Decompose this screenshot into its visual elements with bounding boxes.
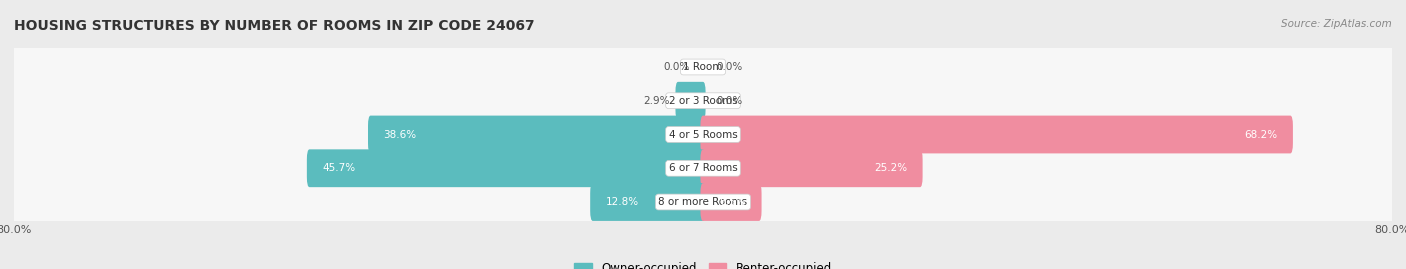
Text: 6.5%: 6.5%	[720, 197, 747, 207]
FancyBboxPatch shape	[307, 149, 706, 187]
Text: 25.2%: 25.2%	[875, 163, 907, 173]
Text: 6 or 7 Rooms: 6 or 7 Rooms	[669, 163, 737, 173]
FancyBboxPatch shape	[11, 142, 1395, 194]
FancyBboxPatch shape	[700, 183, 762, 221]
Legend: Owner-occupied, Renter-occupied: Owner-occupied, Renter-occupied	[569, 258, 837, 269]
Text: 0.0%: 0.0%	[664, 62, 690, 72]
Text: 4 or 5 Rooms: 4 or 5 Rooms	[669, 129, 737, 140]
FancyBboxPatch shape	[675, 82, 706, 120]
Text: Source: ZipAtlas.com: Source: ZipAtlas.com	[1281, 19, 1392, 29]
Text: HOUSING STRUCTURES BY NUMBER OF ROOMS IN ZIP CODE 24067: HOUSING STRUCTURES BY NUMBER OF ROOMS IN…	[14, 19, 534, 33]
Text: 8 or more Rooms: 8 or more Rooms	[658, 197, 748, 207]
Text: 0.0%: 0.0%	[716, 96, 742, 106]
FancyBboxPatch shape	[11, 108, 1395, 161]
Text: 45.7%: 45.7%	[322, 163, 356, 173]
FancyBboxPatch shape	[11, 75, 1395, 127]
Text: 2.9%: 2.9%	[643, 96, 669, 106]
Text: 2 or 3 Rooms: 2 or 3 Rooms	[669, 96, 737, 106]
FancyBboxPatch shape	[591, 183, 706, 221]
FancyBboxPatch shape	[700, 149, 922, 187]
FancyBboxPatch shape	[11, 176, 1395, 228]
Text: 68.2%: 68.2%	[1244, 129, 1278, 140]
FancyBboxPatch shape	[11, 41, 1395, 93]
Text: 0.0%: 0.0%	[716, 62, 742, 72]
Text: 1 Room: 1 Room	[683, 62, 723, 72]
Text: 38.6%: 38.6%	[384, 129, 416, 140]
FancyBboxPatch shape	[700, 116, 1294, 153]
FancyBboxPatch shape	[368, 116, 706, 153]
Text: 12.8%: 12.8%	[606, 197, 638, 207]
